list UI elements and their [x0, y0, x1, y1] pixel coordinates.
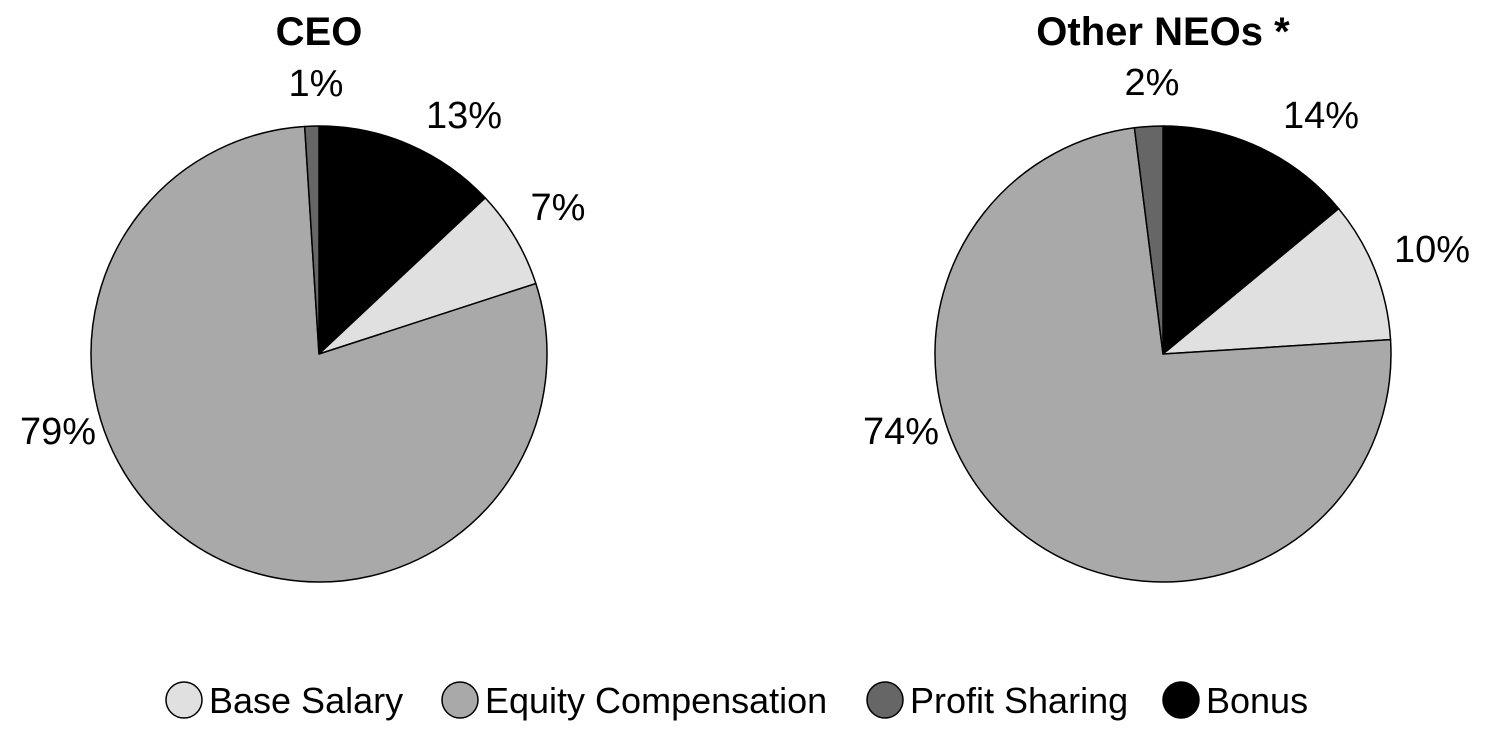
chart-title: Other NEOs * [1036, 10, 1290, 54]
pie-chart-2: Other NEOs * 14% 10% 74% 2% [863, 10, 1470, 583]
legend-item-base-salary: Base Salary [165, 680, 403, 721]
legend-label: Equity Compensation [485, 680, 827, 721]
pie-charts-group: CEO 13% 7% 79% 1% Other NEOs * 14% 10% 74% 2% [20, 10, 1470, 583]
slice-label-profit-sharing: 1% [289, 63, 344, 105]
legend: Base Salary Equity Compensation Profit Sha… [165, 680, 1308, 721]
legend-label: Bonus [1206, 680, 1308, 721]
legend-item-equity-compensation: Equity Compensation [441, 680, 827, 721]
chart-title: CEO [276, 10, 363, 54]
slice-label-equity-compensation: 74% [863, 411, 939, 453]
legend-swatch [441, 681, 479, 719]
legend-item-profit-sharing: Profit Sharing [866, 680, 1128, 721]
pie-slice-profit-sharing [303, 125, 320, 355]
legend-swatch [165, 681, 203, 719]
legend-item-bonus: Bonus [1162, 680, 1308, 721]
slice-label-equity-compensation: 79% [20, 411, 96, 453]
pie-slice-profit-sharing [1133, 125, 1164, 355]
slice-label-bonus: 14% [1283, 95, 1359, 137]
pie-slice-equity-compensation [934, 127, 1392, 583]
slice-label-base-salary: 7% [531, 187, 586, 229]
pie-slice-base-salary [1162, 207, 1392, 355]
slice-label-bonus: 13% [426, 95, 502, 137]
legend-label: Profit Sharing [910, 680, 1128, 721]
legend-swatch [866, 681, 904, 719]
legend-swatch [1162, 681, 1200, 719]
legend-label: Base Salary [209, 680, 403, 721]
pie-slice-bonus [318, 125, 486, 355]
pie-slice-bonus [1162, 125, 1340, 355]
slice-label-profit-sharing: 2% [1125, 62, 1180, 104]
slice-label-base-salary: 10% [1394, 229, 1470, 271]
pie-chart-1: CEO 13% 7% 79% 1% [20, 10, 586, 583]
